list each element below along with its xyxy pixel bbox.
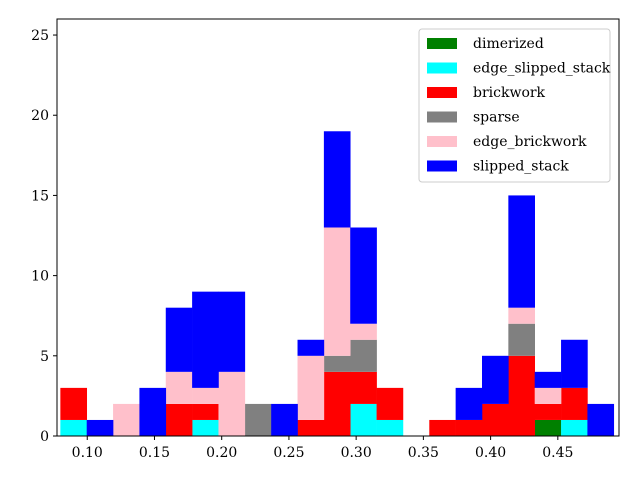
x-tick-label-7: 0.45: [542, 445, 573, 461]
bar-slipped_stack-9: [297, 339, 325, 356]
bar-slipped_stack-4: [165, 307, 193, 372]
x-tick-label-0: 0.10: [72, 445, 103, 461]
bar-brickwork-9: [297, 419, 325, 436]
bar-sparse-7: [244, 403, 272, 436]
bar-brickwork-19: [561, 387, 588, 420]
bar-sparse-10: [323, 355, 351, 372]
x-tick-label-2: 0.20: [206, 445, 237, 461]
bar-sparse-17: [508, 323, 535, 356]
bar-slipped_stack-18: [534, 371, 562, 388]
x-tick-label-4: 0.30: [341, 445, 372, 461]
bars-group: [60, 131, 615, 436]
bar-edge_brickwork-4: [165, 371, 193, 404]
bar-brickwork-15: [455, 419, 483, 436]
legend-label-brickwork: brickwork: [473, 85, 546, 101]
legend-swatch-dimerized: [427, 38, 457, 49]
x-tick-label-5: 0.35: [408, 445, 439, 461]
x-tick-label-3: 0.25: [273, 445, 304, 461]
bar-brickwork-16: [482, 403, 509, 436]
bar-slipped_stack-17: [508, 195, 535, 308]
bar-edge_slipped_stack-0: [60, 419, 88, 436]
bar-dimerized-18: [534, 419, 562, 436]
plot-frame: [56, 18, 620, 437]
y-tick-label-2: 10: [31, 269, 49, 285]
bar-edge_slipped_stack-12: [376, 419, 404, 436]
bar-slipped_stack-19: [561, 339, 588, 388]
bar-edge_brickwork-6: [218, 371, 246, 436]
legend-swatch-slipped_stack: [427, 160, 457, 172]
legend-label-sparse: sparse: [473, 110, 520, 126]
legend-swatch-sparse: [427, 111, 457, 123]
bar-brickwork-10: [323, 371, 351, 436]
legend-label-dimerized: dimerized: [473, 36, 544, 52]
legend-swatch-edge_slipped_stack: [427, 62, 457, 74]
bar-slipped_stack-10: [323, 131, 351, 228]
bar-brickwork-4: [165, 403, 193, 436]
bar-brickwork-17: [508, 355, 535, 436]
bar-slipped_stack-5: [192, 291, 219, 388]
bar-edge_brickwork-2: [113, 403, 140, 436]
bar-slipped_stack-8: [271, 403, 298, 436]
bar-edge_brickwork-17: [508, 307, 535, 324]
bar-sparse-11: [350, 339, 377, 372]
legend-swatch-edge_brickwork: [427, 136, 457, 147]
bar-brickwork-14: [429, 419, 456, 436]
legend-swatch-brickwork: [427, 87, 457, 98]
bar-edge_brickwork-9: [297, 355, 325, 420]
bar-edge_slipped_stack-11: [350, 403, 377, 436]
x-tick-label-6: 0.40: [475, 445, 506, 461]
bar-edge_brickwork-10: [323, 227, 351, 356]
bar-edge_brickwork-18: [534, 387, 562, 404]
legend-box: [418, 28, 611, 183]
legend-label-slipped_stack: slipped_stack: [473, 159, 569, 175]
x-tick-label-1: 0.15: [139, 445, 170, 461]
bar-edge_slipped_stack-19: [561, 419, 588, 436]
bar-edge_brickwork-11: [350, 323, 377, 340]
y-axis: 0 5 10 15 20 25: [31, 28, 57, 445]
y-tick-label-3: 15: [31, 188, 49, 204]
bar-brickwork-11: [350, 371, 377, 404]
bar-slipped_stack-6: [218, 291, 246, 372]
bar-brickwork-12: [376, 387, 404, 420]
bar-edge_brickwork-5: [192, 387, 219, 404]
y-tick-label-4: 20: [31, 108, 49, 124]
bar-brickwork-18: [534, 403, 562, 420]
legend-label-edge_slipped_stack: edge_slipped_stack: [473, 61, 611, 77]
bar-slipped_stack-3: [139, 387, 167, 436]
legend-label-edge_brickwork: edge_brickwork: [473, 134, 587, 150]
y-tick-label-0: 0: [40, 429, 49, 445]
x-axis: 0.10 0.15 0.20 0.25 0.30 0.35 0.40 0.45: [72, 436, 573, 461]
bar-slipped_stack-1: [86, 419, 114, 436]
bar-slipped_stack-11: [350, 227, 377, 324]
bar-slipped_stack-16: [482, 355, 509, 404]
bar-brickwork-0: [60, 387, 88, 420]
y-tick-label-1: 5: [40, 349, 49, 365]
bar-slipped_stack-20: [587, 403, 615, 436]
legend: dimerized edge_slipped_stack brickwork spar…: [418, 28, 611, 183]
bar-slipped_stack-15: [455, 387, 483, 420]
bar-edge_slipped_stack-5: [192, 419, 219, 436]
y-tick-label-5: 25: [31, 28, 49, 44]
bar-brickwork-5: [192, 403, 219, 420]
